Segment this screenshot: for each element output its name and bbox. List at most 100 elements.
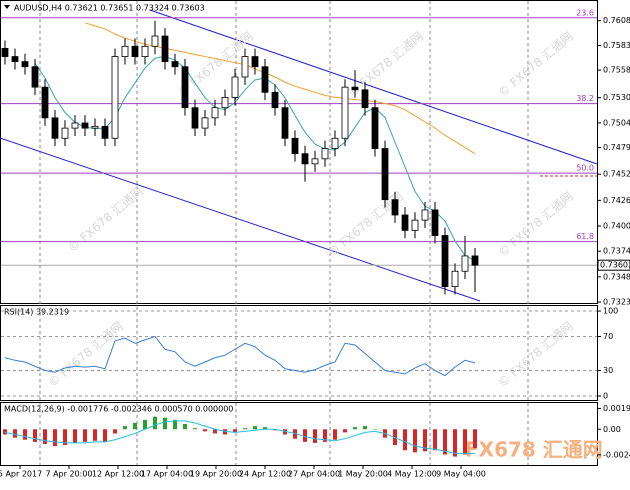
y-tick-label: 0.73745 <box>603 247 630 256</box>
candle-body <box>41 86 49 119</box>
macd-bar <box>83 429 87 442</box>
main-panel <box>0 0 598 304</box>
macd-bar <box>343 429 347 433</box>
candle-body <box>451 270 459 288</box>
macd-bar <box>273 429 277 431</box>
candle-body <box>91 125 99 129</box>
x-tick-label: 27 Apr 04:00 <box>288 470 340 479</box>
macd-bar <box>183 424 187 430</box>
macd-bar <box>213 429 217 434</box>
macd-bar <box>33 429 37 442</box>
rsi-title: RSI(14) 39.2319 <box>4 308 69 317</box>
fib-label: 61.8 <box>576 232 594 241</box>
macd-bar <box>173 419 177 430</box>
candle-body <box>401 214 409 231</box>
logo: FX678 汇通网 <box>465 438 603 462</box>
candle-body <box>141 45 149 57</box>
candle-body <box>281 107 289 139</box>
macd-bar <box>423 429 427 452</box>
y-tick-label: -0.002437 <box>603 450 630 459</box>
candle-body <box>301 153 309 165</box>
macd-bar <box>73 429 77 443</box>
candle-body <box>291 137 299 155</box>
y-tick-label: 100 <box>603 307 618 316</box>
macd-bar <box>443 429 447 455</box>
candle-body <box>161 35 169 63</box>
moving-average <box>34 55 476 262</box>
macd-bar <box>43 429 47 444</box>
macd-bar <box>13 429 17 438</box>
macd-bar <box>53 429 57 447</box>
candle-body <box>201 117 209 129</box>
macd-bar <box>163 417 167 430</box>
macd-bar <box>113 429 117 434</box>
macd-bar <box>373 429 377 430</box>
macd-bar <box>93 429 97 441</box>
candle-body <box>211 107 219 119</box>
macd-bar <box>333 429 337 440</box>
macd-bar <box>153 416 157 430</box>
candle-body <box>261 66 269 93</box>
candle-body <box>361 89 369 109</box>
macd-bar <box>133 422 137 430</box>
candle-body <box>441 235 449 288</box>
macd-bar <box>203 429 207 432</box>
candle-body <box>181 66 189 109</box>
candle-body <box>151 35 159 47</box>
x-tick-label: 17 Apr 04:00 <box>141 470 193 479</box>
macd-bar <box>313 429 317 443</box>
candle-body <box>61 127 69 139</box>
macd-bar <box>463 429 467 455</box>
macd-bar <box>413 429 417 453</box>
x-tick-label: 1 May 20:00 <box>338 470 388 479</box>
x-tick-label: 19 Apr 20:00 <box>190 470 242 479</box>
candle-body <box>31 66 39 88</box>
macd-bar <box>353 427 357 430</box>
macd-bar <box>63 429 67 445</box>
candle-body <box>111 56 119 139</box>
candle-body <box>21 61 29 68</box>
menu-icon <box>4 5 10 9</box>
candle-body <box>321 148 329 160</box>
macd-bar <box>123 426 127 430</box>
macd-bar <box>233 429 237 433</box>
y-tick-label: 0 <box>603 392 608 401</box>
macd-bar <box>363 426 367 430</box>
fib-label: 23.6 <box>576 8 594 17</box>
chart-title: AUDUSD,H4 0.73621 0.73651 0.73324 0.7360… <box>14 4 205 13</box>
x-tick-label: 4 May 12:00 <box>387 470 437 479</box>
y-tick-label: 0.73230 <box>603 298 630 307</box>
candle-body <box>121 45 129 57</box>
fib-label: 50.0 <box>576 164 594 173</box>
candle-body <box>241 56 249 78</box>
candle-body <box>431 209 439 236</box>
y-tick-label: 70 <box>603 332 613 341</box>
macd-bar <box>193 428 197 430</box>
macd-bar <box>403 429 407 451</box>
candle-body <box>81 122 89 129</box>
y-tick-label: 0.74795 <box>603 143 630 152</box>
macd-bar <box>3 429 7 435</box>
macd-bar <box>303 429 307 442</box>
macd-bar <box>453 429 457 457</box>
candle-body <box>51 117 59 139</box>
macd-panel <box>0 402 598 466</box>
macd-title: MACD(12,26,9) -0.001776 -0.002346 0.0005… <box>4 405 233 414</box>
candle-body <box>271 91 279 109</box>
candle-body <box>1 47 9 57</box>
last-price-label: 0.73603 <box>600 261 630 270</box>
candle-body <box>311 158 319 165</box>
y-tick-label: 0.001982 <box>603 404 630 413</box>
channel-lines <box>0 9 598 302</box>
candle-body <box>251 56 259 68</box>
candle-body <box>471 255 479 266</box>
y-tick-label: 0.00 <box>603 425 621 434</box>
x-tick-label: 7 Apr 20:00 <box>45 470 92 479</box>
macd-bar <box>323 429 327 442</box>
candle-body <box>171 61 179 68</box>
